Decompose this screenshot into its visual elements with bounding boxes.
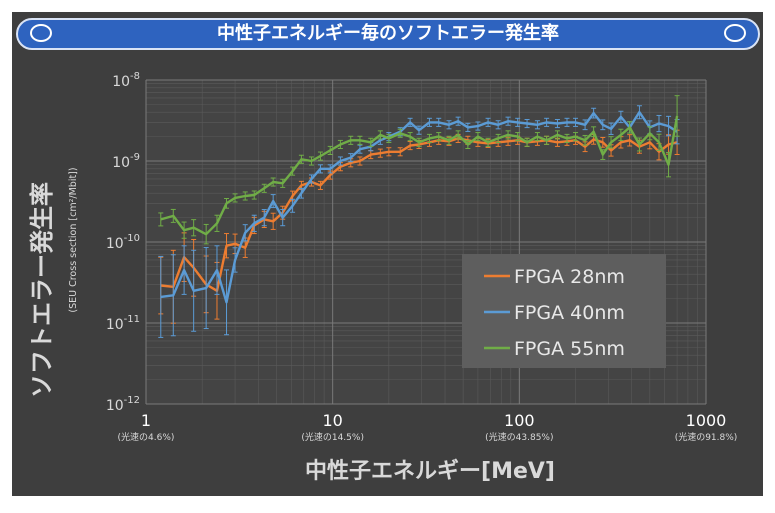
x-tick-label: 1 [141, 411, 151, 430]
chart-marks [158, 95, 680, 338]
legend-entry-label: FPGA 28nm [514, 266, 625, 288]
banner-title: 中性子エネルギー毎のソフトエラー発生率 [217, 23, 559, 44]
y-axis-label-main: ソフトエラー発生率 [28, 182, 56, 398]
x-tick-label: 1000 [686, 411, 727, 430]
y-tick-label: 10-8 [112, 71, 140, 90]
x-tick-label: 10 [322, 411, 342, 430]
x-tick-note: (光速の4.6%) [118, 431, 175, 443]
series-line [160, 110, 678, 304]
chart-ticks: 10-8 10-9 10-10 10-11 10-121(光速の4.6%) 10(光速の1… [106, 71, 737, 443]
y-tick-label: 10-10 [106, 233, 140, 252]
y-tick-label: 10-12 [106, 395, 140, 414]
x-tick-label: 100 [504, 411, 535, 430]
x-tick-note: (光速の43.85%) [485, 431, 553, 443]
y-axis-label-sub: (SEU Cross section [cm²/Mbit]) [68, 167, 79, 312]
x-tick-note: (光速の91.8%) [675, 431, 738, 443]
circle-ornament-right-icon [724, 24, 746, 42]
series-line [160, 137, 678, 292]
series-fpga-55nm [158, 95, 680, 245]
y-tick-label: 10-11 [106, 314, 140, 333]
series-line [160, 115, 679, 236]
title-banner: 中性子エネルギー毎のソフトエラー発生率 [16, 18, 760, 50]
y-tick-label: 10-9 [112, 152, 140, 171]
x-axis-label: 中性子エネルギー[MeV] [305, 459, 555, 484]
legend-entry-label: FPGA 55nm [514, 338, 625, 360]
legend-entry-label: FPGA 40nm [514, 302, 625, 324]
circle-ornament-left-icon [30, 24, 52, 42]
chart-legend: FPGA 28nm FPGA 40nm FPGA 55nm [462, 254, 666, 368]
x-tick-note: (光速の14.5%) [301, 431, 364, 443]
